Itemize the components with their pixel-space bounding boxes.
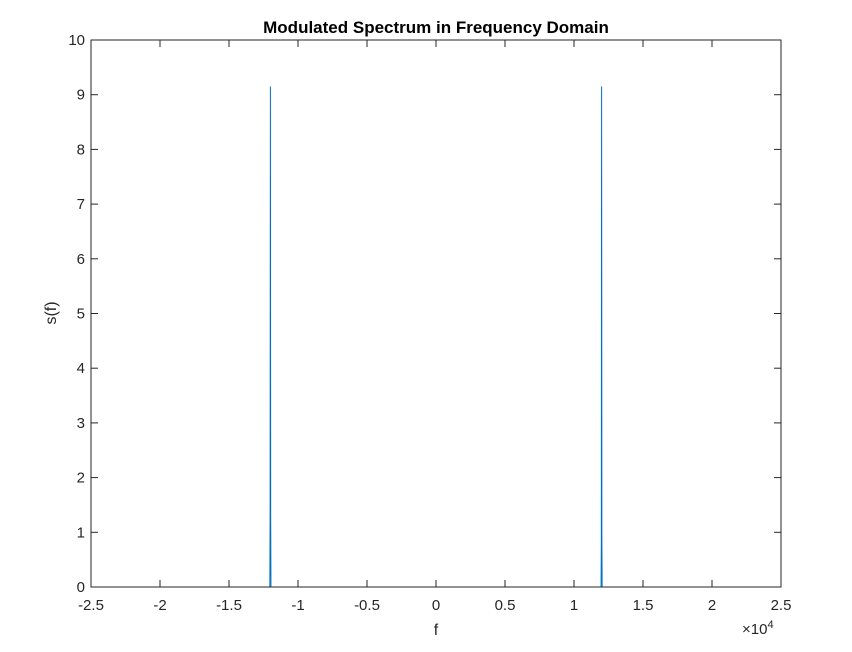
x-tick-label: -1: [291, 597, 304, 614]
y-tick-label: 4: [77, 360, 85, 377]
y-tick-label: 10: [68, 32, 85, 49]
x-tick-label: -2: [153, 597, 166, 614]
x-tick-label: -0.5: [354, 597, 380, 614]
y-tick-label: 7: [77, 196, 85, 213]
y-tick-label: 2: [77, 470, 85, 487]
x-tick-label: 2.5: [771, 597, 792, 614]
y-tick-label: 6: [77, 251, 85, 268]
x-tick-label: -2.5: [78, 597, 104, 614]
x-tick-label: -1.5: [216, 597, 242, 614]
x-exponent-power: 4: [767, 619, 773, 631]
chart-title: Modulated Spectrum in Frequency Domain: [263, 18, 609, 37]
x-tick-label: 2: [708, 597, 716, 614]
x-tick-label: 0: [432, 597, 440, 614]
x-tick-label: 1: [570, 597, 578, 614]
y-tick-label: 9: [77, 87, 85, 104]
y-tick-label: 5: [77, 306, 85, 323]
y-tick-label: 1: [77, 524, 85, 541]
x-exponent-label: ×104: [742, 619, 774, 638]
x-tick-label: 0.5: [495, 597, 516, 614]
x-axis-label: f: [434, 622, 439, 639]
axes-layer: -2.5 -2 -1.5 -1 -0.5 0 0.5 1 1.5 2 2.5 0 1 2 3 4 5 6 7 8 9 10: [68, 32, 791, 614]
y-tick-label: 0: [77, 579, 85, 596]
y-tick-label: 3: [77, 415, 85, 432]
x-exponent-base: ×10: [742, 621, 767, 638]
x-tick-label: 1.5: [633, 597, 654, 614]
y-axis-label: s(f): [43, 301, 60, 324]
y-tick-label: 8: [77, 141, 85, 158]
plot-area: [91, 40, 781, 587]
